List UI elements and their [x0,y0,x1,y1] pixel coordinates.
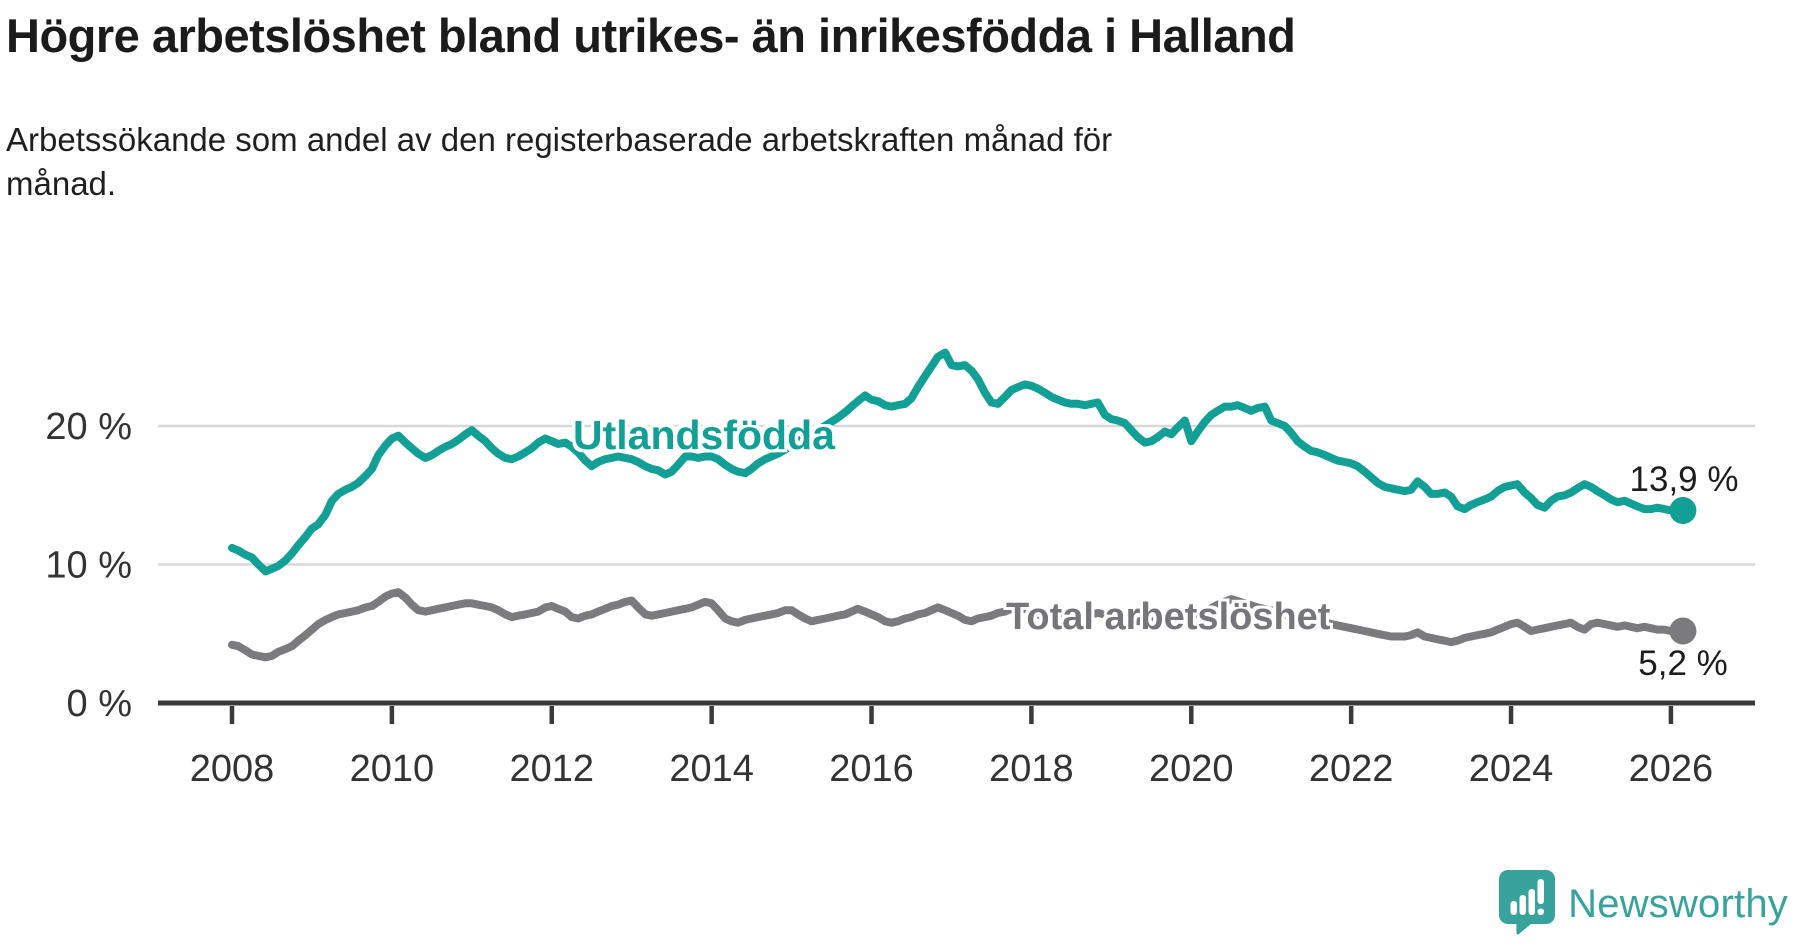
end-value-label-total: 5,2 % [1638,644,1728,683]
x-axis-label: 2024 [1469,748,1554,790]
x-axis-label: 2018 [989,748,1074,790]
page-title: Högre arbetslöshet bland utrikes- än inr… [6,9,1296,62]
x-axis-label: 2020 [1149,748,1234,790]
x-axis-label: 2012 [509,748,594,790]
newsworthy-logo: Newsworthy [1498,869,1788,940]
subtitle-line-1: Arbetssökande som andel av den registerb… [6,121,1113,158]
subtitle-line-2: månad. [6,165,117,202]
x-axis-label: 2010 [350,748,435,790]
series-end-dot-total [1669,617,1697,645]
y-axis-label: 10 % [45,545,132,587]
y-axis-label: 20 % [45,406,132,448]
end-value-label-utlandsfodda: 13,9 % [1629,460,1739,499]
series-line-utlandsfodda [228,348,1687,576]
series-label-total-arbetsloshet: Total arbetslöshet [1006,596,1331,638]
x-axis-label: 2022 [1309,748,1394,790]
newsworthy-logo-text: Newsworthy [1568,882,1788,926]
x-axis-label: 2016 [829,748,914,790]
y-axis-label: 0 % [67,683,132,725]
x-axis-label: 2014 [669,748,754,790]
series-end-dot-utlandsfodda [1669,496,1697,524]
series-label-utlandsfodda: Utlandsfödda [573,412,835,458]
series-line-total [228,588,1687,662]
newsworthy-bubble-chart-icon [1498,869,1556,940]
x-axis-label: 2008 [190,748,275,790]
page-subtitle: Arbetssökande som andel av den registerb… [6,118,1112,206]
x-axis-label: 2026 [1629,748,1714,790]
